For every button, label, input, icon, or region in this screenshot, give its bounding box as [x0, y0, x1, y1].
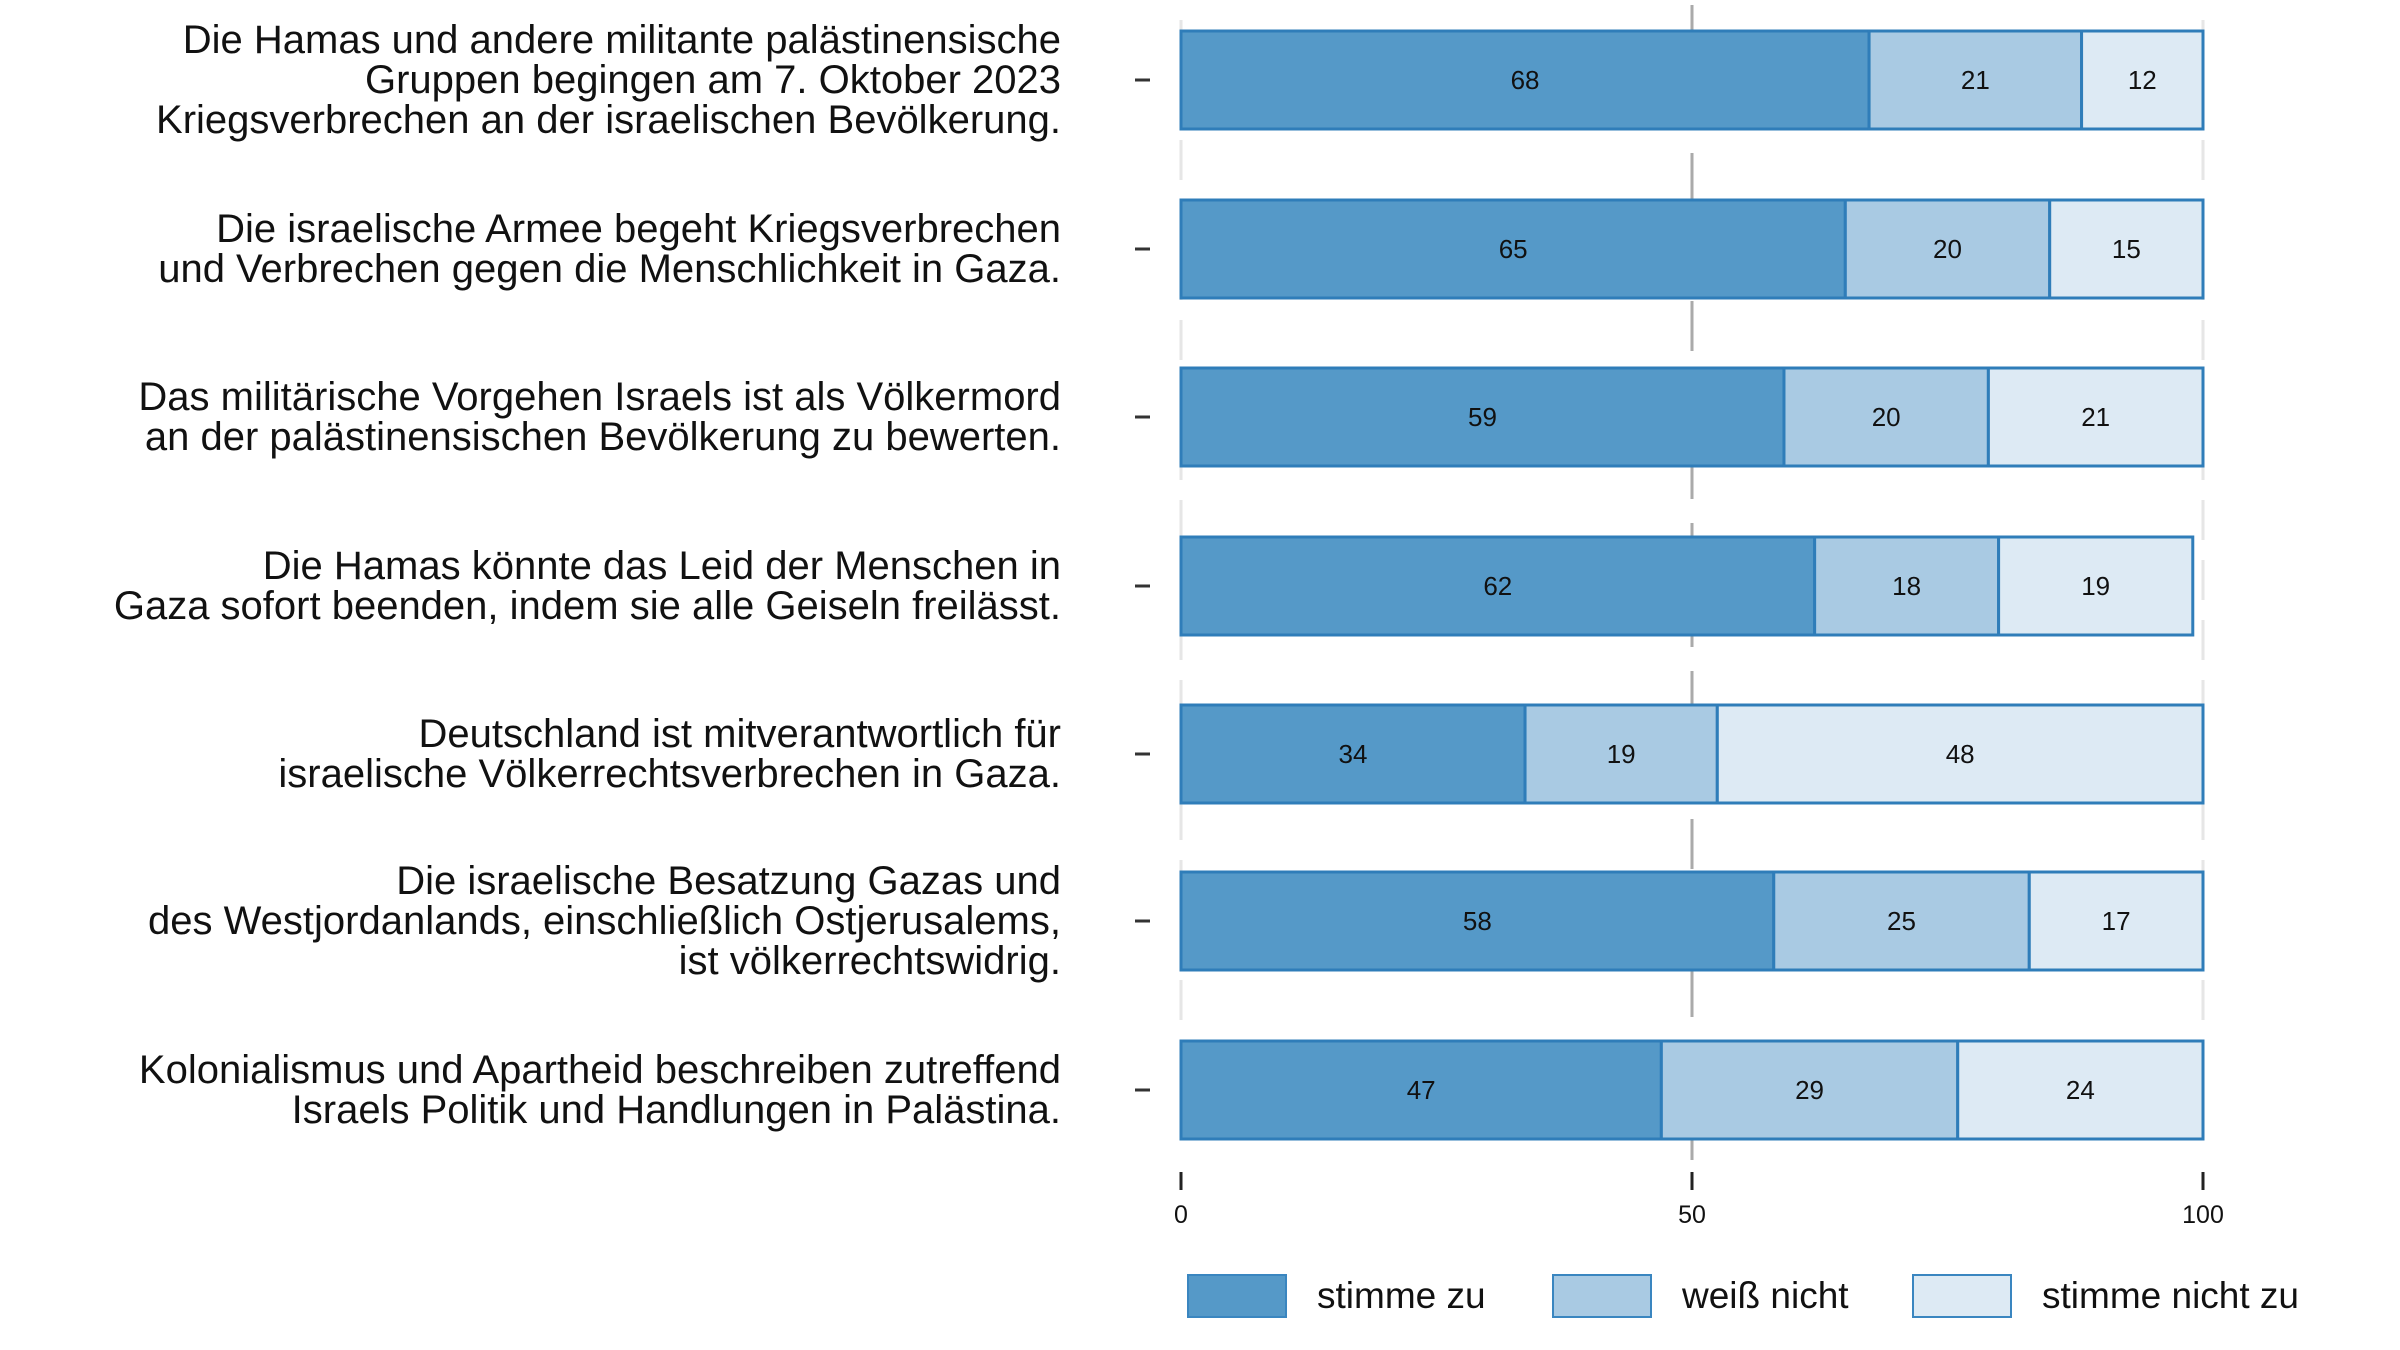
legend-swatch-disagree	[1912, 1274, 2012, 1318]
category-label: Kolonialismus und Apartheid beschreiben …	[138, 1048, 1061, 1132]
bar-value-label: 58	[1463, 906, 1492, 936]
bar-value-label: 68	[1511, 65, 1540, 95]
bar-segment	[1659, 1039, 1960, 1141]
legend-swatch-dont-know	[1552, 1274, 1652, 1318]
bar-segment	[2048, 198, 2205, 300]
legend-item-dont-know: weiß nicht	[1552, 1273, 1849, 1319]
x-tick-label: 100	[2182, 1201, 2224, 1229]
bar-segment	[2027, 870, 2205, 972]
bar-segment	[2080, 29, 2205, 131]
bar-segment	[1179, 29, 1871, 131]
bar-value-label: 47	[1407, 1075, 1436, 1105]
bar-segment	[1523, 703, 1719, 805]
bar-value-label: 20	[1933, 234, 1962, 264]
bar-value-label: 24	[2066, 1075, 2095, 1105]
x-tick-label: 0	[1174, 1201, 1188, 1229]
legend-swatch-agree	[1187, 1274, 1287, 1318]
bar-segment	[1813, 535, 2001, 637]
bar-value-label: 34	[1339, 739, 1368, 769]
bar-value-label: 15	[2112, 234, 2141, 264]
bar-value-label: 25	[1887, 906, 1916, 936]
legend-label-disagree: stimme nicht zu	[2042, 1275, 2300, 1316]
bar-segment	[1997, 535, 2195, 637]
bar-value-label: 21	[2081, 402, 2110, 432]
bar-segment	[1867, 29, 2084, 131]
category-label: Die Hamas und andere militante palästine…	[156, 18, 1061, 142]
bar-value-label: 62	[1483, 571, 1512, 601]
legend-label-agree: stimme zu	[1317, 1275, 1486, 1316]
bar-segment	[1179, 366, 1786, 468]
bar-segment	[1715, 703, 2205, 805]
bar-segment	[1179, 198, 1847, 300]
bar-value-label: 19	[1607, 739, 1636, 769]
legend-label-dont-know: weiß nicht	[1682, 1275, 1849, 1316]
legend-item-agree: stimme zu	[1187, 1273, 1486, 1319]
bar-value-label: 65	[1499, 234, 1528, 264]
bar-segment	[1179, 535, 1817, 637]
bar-segment	[1179, 1039, 1663, 1141]
category-label: Das militärische Vorgehen Israels ist al…	[138, 375, 1061, 459]
bar-value-label: 18	[1892, 571, 1921, 601]
bar-value-label: 19	[2081, 571, 2110, 601]
bar-value-label: 48	[1946, 739, 1975, 769]
bar-value-label: 20	[1872, 402, 1901, 432]
x-tick-label: 50	[1678, 1201, 1706, 1229]
bar-value-label: 59	[1468, 402, 1497, 432]
legend-item-disagree: stimme nicht zu	[1912, 1273, 2299, 1319]
bar-value-label: 21	[1961, 65, 1990, 95]
bar-segment	[1179, 703, 1527, 805]
bar-value-label: 17	[2102, 906, 2131, 936]
bar-value-label: 12	[2128, 65, 2157, 95]
category-label: Die israelische Besatzung Gazas und des …	[148, 859, 1061, 983]
bar-segment	[1956, 1039, 2205, 1141]
bar-segment	[1782, 366, 1990, 468]
category-label: Deutschland ist mitverantwortlich für is…	[278, 712, 1061, 796]
category-label: Die israelische Armee begeht Kriegsverbr…	[158, 207, 1061, 291]
bar-segment	[1986, 366, 2205, 468]
category-label: Die Hamas könnte das Leid der Menschen i…	[113, 544, 1061, 628]
bar-value-label: 29	[1795, 1075, 1824, 1105]
bar-segment	[1772, 870, 2031, 972]
bar-segment	[1179, 870, 1776, 972]
